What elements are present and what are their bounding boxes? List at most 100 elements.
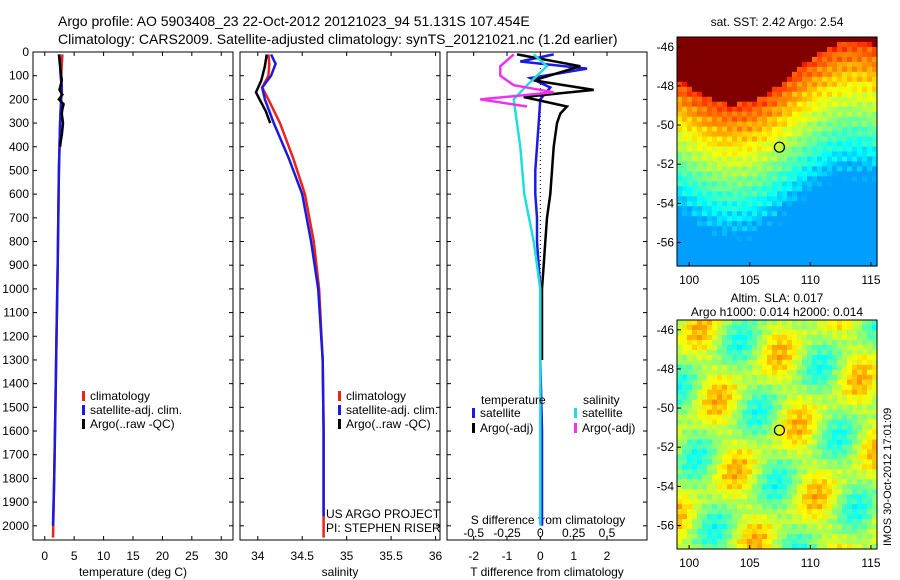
heatmap-cell xyxy=(747,121,753,128)
heatmap-cell xyxy=(792,71,798,78)
heatmap-cell xyxy=(682,101,688,108)
heatmap-cell xyxy=(832,156,838,163)
heatmap-cell xyxy=(852,86,858,93)
heatmap-cell xyxy=(787,504,793,510)
heatmap-cell xyxy=(682,196,688,202)
heatmap-cell xyxy=(852,489,858,495)
heatmap-cell xyxy=(687,96,693,103)
heatmap-cell xyxy=(692,201,698,207)
heatmap-cell xyxy=(702,499,708,505)
heatmap-cell xyxy=(722,359,728,366)
heatmap-cell xyxy=(782,221,788,227)
heatmap-cell xyxy=(797,116,803,123)
heatmap-cell xyxy=(832,434,838,441)
heatmap-cell xyxy=(727,439,733,446)
heatmap-cell xyxy=(872,37,878,43)
heatmap-cell xyxy=(837,156,843,163)
heatmap-cell xyxy=(752,379,758,386)
heatmap-cell xyxy=(772,439,778,446)
heatmap-cell xyxy=(837,201,843,207)
heatmap-cell xyxy=(867,231,873,237)
heatmap-cell xyxy=(842,320,848,326)
heatmap-cell xyxy=(807,439,813,446)
heatmap-cell xyxy=(677,534,683,540)
heatmap-cell xyxy=(772,484,778,490)
heatmap-cell xyxy=(847,196,853,202)
heatmap-cell xyxy=(687,131,693,138)
heatmap-cell xyxy=(752,126,758,133)
heatmap-cell xyxy=(752,429,758,436)
heatmap-cell xyxy=(817,364,823,371)
heatmap-cell xyxy=(732,86,738,93)
heatmap-cell xyxy=(822,141,828,148)
heatmap-cell xyxy=(682,221,688,227)
heatmap-cell xyxy=(872,256,878,262)
heatmap-cell xyxy=(872,394,878,401)
heatmap-cell xyxy=(762,339,768,346)
heatmap-cell xyxy=(707,211,713,217)
heatmap-cell xyxy=(802,76,808,83)
heatmap-cell xyxy=(742,359,748,366)
heatmap-cell xyxy=(682,379,688,386)
heatmap-cell xyxy=(747,226,753,232)
heatmap-cell xyxy=(757,51,763,58)
heatmap-cell xyxy=(767,434,773,441)
heatmap-cell xyxy=(857,76,863,83)
heatmap-cell xyxy=(797,389,803,396)
heatmap-cell xyxy=(777,141,783,148)
heatmap-cell xyxy=(872,226,878,232)
heatmap-cell xyxy=(867,261,873,267)
heatmap-cell xyxy=(747,514,753,520)
heatmap-cell xyxy=(802,181,808,187)
heatmap-cell xyxy=(822,76,828,83)
heatmap-cell xyxy=(837,136,843,143)
x-tick-label: 5 xyxy=(71,549,78,563)
heatmap-cell xyxy=(722,236,728,242)
heatmap-cell xyxy=(842,256,848,262)
heatmap-cell xyxy=(712,71,718,78)
heatmap-cell xyxy=(757,409,763,416)
heatmap-cell xyxy=(762,126,768,133)
heatmap-cell xyxy=(687,369,693,376)
heatmap-cell xyxy=(867,41,873,48)
heatmap-cell xyxy=(862,534,868,540)
heatmap-cell xyxy=(732,499,738,505)
heatmap-cell xyxy=(717,534,723,540)
heatmap-cell xyxy=(687,439,693,446)
heatmap-cell xyxy=(742,419,748,426)
heatmap-cell xyxy=(807,261,813,267)
heatmap-cell xyxy=(727,241,733,247)
heatmap-cell xyxy=(872,329,878,336)
heatmap-cell xyxy=(682,499,688,505)
heatmap-cell xyxy=(692,46,698,53)
heatmap-cell xyxy=(857,504,863,510)
heatmap-cell xyxy=(867,329,873,336)
heatmap-cell xyxy=(842,409,848,416)
heatmap-cell xyxy=(827,231,833,237)
heatmap-cell xyxy=(852,156,858,163)
heatmap-cell xyxy=(807,384,813,391)
heatmap-cell xyxy=(857,469,863,475)
heatmap-cell xyxy=(807,166,813,173)
temperature-panel: 0100200300400500600700800900100011001200… xyxy=(2,45,234,579)
heatmap-cell xyxy=(827,409,833,416)
heatmap-cell xyxy=(807,419,813,426)
heatmap-cell xyxy=(762,46,768,53)
heatmap-cell xyxy=(802,216,808,222)
heatmap-cell xyxy=(767,166,773,173)
heatmap-cell xyxy=(712,66,718,73)
heatmap-cell xyxy=(832,519,838,525)
heatmap-cell xyxy=(762,66,768,73)
heatmap-cell xyxy=(797,206,803,212)
heatmap-cell xyxy=(752,76,758,83)
heatmap-cell xyxy=(772,116,778,123)
heatmap-cell xyxy=(842,519,848,525)
heatmap-cell xyxy=(822,231,828,237)
heatmap-cell xyxy=(837,211,843,217)
heatmap-cell xyxy=(767,37,773,43)
heatmap-cell xyxy=(782,409,788,416)
heatmap-cell xyxy=(782,514,788,520)
heatmap-cell xyxy=(747,414,753,421)
heatmap-cell xyxy=(842,37,848,43)
heatmap-cell xyxy=(727,186,733,192)
